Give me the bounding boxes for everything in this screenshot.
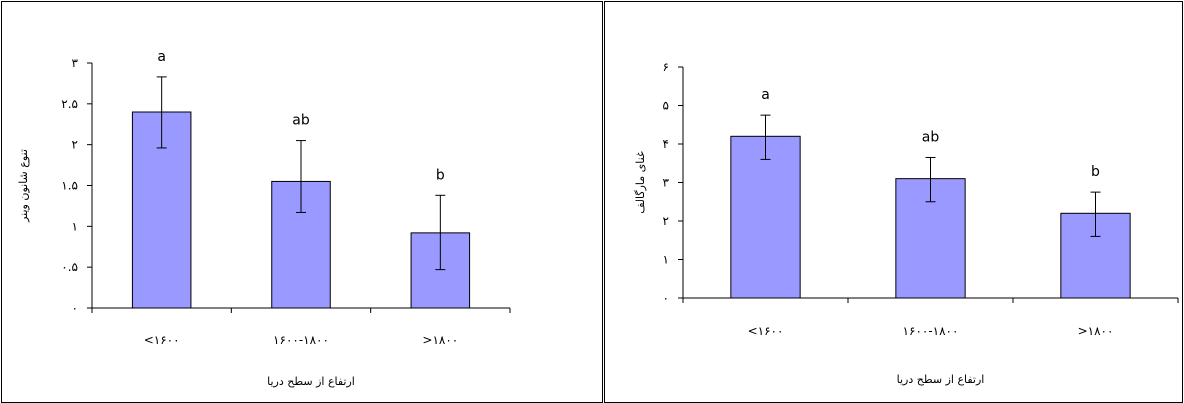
x-category-label: >۱۸۰۰ bbox=[1078, 324, 1114, 338]
x-category-label: ۱۶۰۰-۱۸۰۰ bbox=[273, 333, 329, 347]
y-tick-label: ۶ bbox=[663, 60, 669, 74]
x-category-label: <۱۶۰۰ bbox=[748, 324, 784, 338]
y-tick-label: ۳ bbox=[663, 176, 670, 190]
y-tick-label: ۱ bbox=[72, 219, 78, 233]
y-tick-label: ۲.۵ bbox=[61, 97, 78, 111]
y-tick-label: ۰ bbox=[72, 301, 78, 315]
significance-label: a bbox=[761, 87, 770, 103]
chart-panel-margalef: ۰ ۱ ۲ ۳ ۴ ۵ ۶ a <۱۶۰۰ ab ۱۶۰۰-۱۸۰۰ b >۱۸۰۰ ارتفاع از … bbox=[604, 1, 1183, 403]
y-tick-label: ۰.۵ bbox=[61, 260, 78, 274]
x-axis-title: ارتفاع از سطح دریا bbox=[267, 375, 355, 388]
y-tick-label: ۴ bbox=[663, 137, 669, 151]
y-tick-label: ۲ bbox=[72, 138, 78, 152]
y-tick-label: ۱ bbox=[663, 253, 669, 267]
chart-panel-shannon: ۰ ۰.۵ ۱ ۱.۵ ۲ ۲.۵ ۳ a <۱۶۰۰ ab ۱۶۰۰-۱۸۰۰ b >۱۸۰۰ ارتف… bbox=[1, 1, 603, 403]
y-tick-label: ۵ bbox=[663, 99, 669, 113]
y-tick-label: ۳ bbox=[72, 56, 79, 70]
significance-label: a bbox=[157, 49, 166, 65]
x-axis-title: ارتفاع از سطح دریا bbox=[897, 373, 985, 386]
y-tick-label: ۲ bbox=[663, 214, 669, 228]
significance-label: b bbox=[1091, 164, 1100, 180]
x-category-label: <۱۶۰۰ bbox=[144, 333, 180, 347]
y-tick-label: ۱.۵ bbox=[61, 179, 78, 193]
significance-label: b bbox=[436, 167, 445, 183]
bar bbox=[730, 135, 801, 299]
bar-chart-shannon-diversity: ۰ ۰.۵ ۱ ۱.۵ ۲ ۲.۵ ۳ a <۱۶۰۰ ab ۱۶۰۰-۱۸۰۰ b >۱۸۰۰ ارتف… bbox=[17, 49, 511, 388]
x-category-label: ۱۶۰۰-۱۸۰۰ bbox=[903, 324, 959, 338]
x-category-label: >۱۸۰۰ bbox=[422, 333, 458, 347]
significance-label: ab bbox=[922, 129, 940, 145]
y-axis-title: غنای مارگالف bbox=[634, 151, 647, 214]
y-axis-title: تنوع شانون وینر bbox=[17, 149, 30, 223]
bar-chart-margalef-richness: ۰ ۱ ۲ ۳ ۴ ۵ ۶ a <۱۶۰۰ ab ۱۶۰۰-۱۸۰۰ b >۱۸۰۰ ارتفاع از … bbox=[634, 60, 1179, 386]
significance-label: ab bbox=[292, 113, 310, 129]
y-tick-label: ۰ bbox=[663, 291, 669, 305]
